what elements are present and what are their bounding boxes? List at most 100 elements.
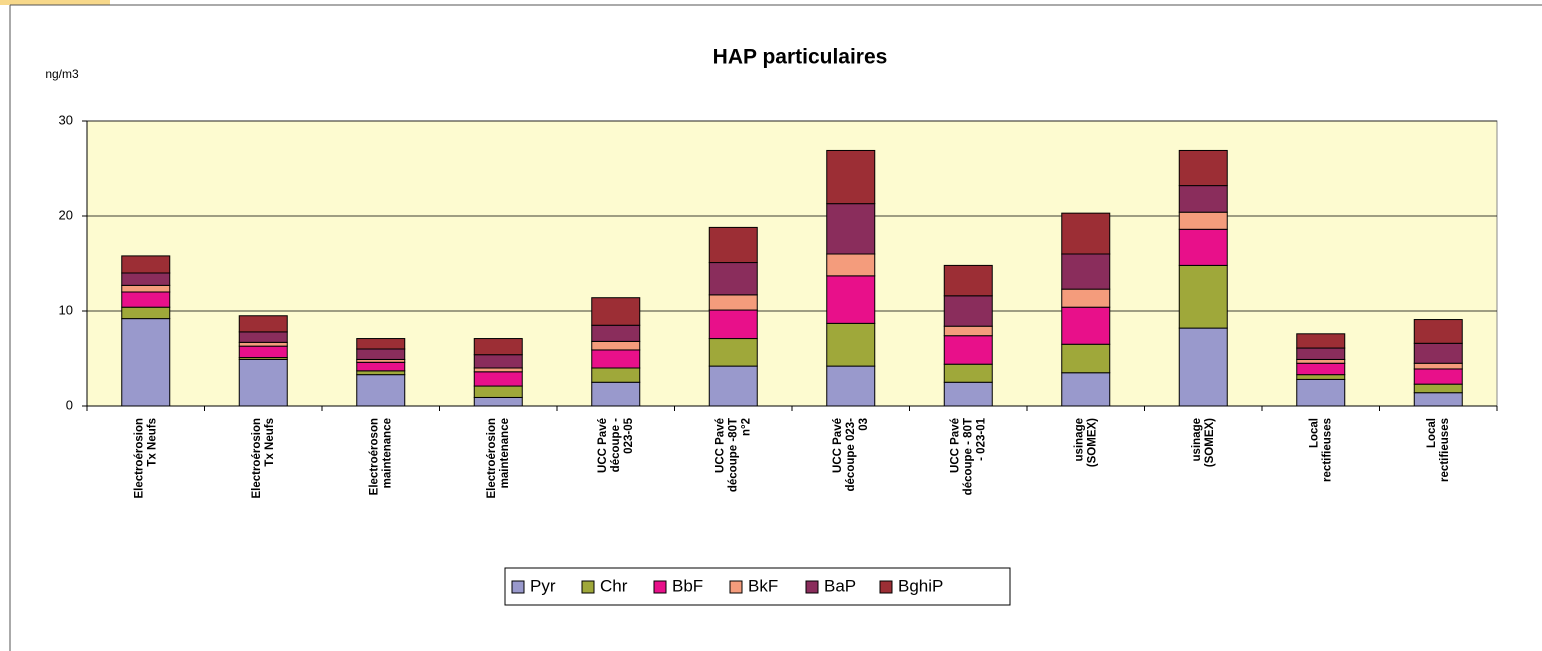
bar-segment [1178,149,1228,187]
x-tick-label: UCC Pavé [832,418,844,473]
x-tick-label: Local [1426,418,1438,448]
bar-segment [708,338,758,367]
bar-segment [591,367,641,383]
bar-segment [473,354,523,369]
y-tick-label: 30 [59,112,73,127]
x-tick-label: 03 [858,418,870,431]
bar-segment [121,272,171,286]
bar-segment [1296,362,1346,376]
bar-segment [473,371,523,387]
bar-segment [1296,358,1346,364]
bar-segment [826,149,876,205]
bar-segment [826,365,876,407]
bar-segment [121,284,171,293]
bar-segment [826,275,876,324]
bar-segment [1178,327,1228,407]
x-tick-label: UCC Pavé [714,418,726,473]
bar-segment [356,348,406,360]
legend-label: BbF [672,576,703,595]
bar-segment [356,338,406,350]
bar-segment [591,324,641,342]
y-tick-label: 10 [59,302,73,317]
bar-segment [238,341,288,347]
y-tick-label: 0 [66,397,73,412]
bar-segment [121,306,171,320]
bar-segment [1296,374,1346,380]
bar-segment [356,374,406,407]
x-tick-label: UCC Pavé [597,418,609,473]
legend-swatch [805,580,819,594]
bar-segment [473,338,523,356]
x-tick-label: 023-05 [623,417,635,453]
bar-segment [943,381,993,407]
bar-segment [473,396,523,407]
bar-segment [943,295,993,327]
x-tick-label: usinage [1191,418,1203,461]
bar-segment [1296,347,1346,360]
bar-segment [826,322,876,367]
x-tick-label: découpe -80T [727,418,739,492]
legend-label: Chr [600,576,628,595]
x-tick-label: maintenance [499,418,511,488]
bar-segment [1296,333,1346,349]
bar-segment [1061,343,1111,374]
x-tick-label: découpe - 80T [962,418,974,495]
x-tick-label: maintenance [381,418,393,488]
legend-swatch [879,580,893,594]
bar-segment [943,363,993,383]
bar-segment [1061,288,1111,308]
bar-segment [708,226,758,264]
bar-segment [708,262,758,296]
x-tick-label: n°2 [740,418,752,436]
bar-segment [121,255,171,274]
x-tick-label: Electroéroson [368,418,380,495]
legend-label: BkF [748,576,778,595]
x-tick-label: découpe 023- [845,418,857,492]
bar-segment [708,294,758,311]
bar-segment [121,318,171,407]
x-tick-label: Electroérosion [251,418,263,499]
bar-segment [943,264,993,297]
legend-label: Pyr [530,576,556,595]
bar-segment [943,325,993,337]
bar-segment [473,385,523,398]
bar-segment [473,367,523,373]
x-tick-label: (SOMEX) [1204,418,1216,467]
bar-segment [238,315,288,333]
bar-segment [1413,319,1463,344]
legend-swatch [729,580,743,594]
legend-swatch [653,580,667,594]
bar-segment [1296,378,1346,407]
bar-segment [1178,185,1228,213]
y-axis-label: ng/m3 [45,67,79,81]
bar-segment [121,291,171,308]
x-tick-label: (SOMEX) [1086,418,1098,467]
legend-swatch [511,580,525,594]
bar-segment [1178,211,1228,230]
x-tick-label: UCC Pavé [949,418,961,473]
bar-segment [591,297,641,326]
bar-segment [708,309,758,340]
x-tick-label: Tx Neufs [146,418,158,467]
y-tick-label: 20 [59,207,73,222]
x-tick-label: découpe - [610,418,622,472]
bar-segment [826,203,876,255]
frame-accent [0,0,110,5]
x-tick-label: Electroérosion [486,418,498,499]
bar-segment [238,358,288,407]
bar-segment [1061,372,1111,407]
bar-segment [943,335,993,365]
bar-segment [1061,212,1111,255]
x-tick-label: rectifieuses [1439,418,1451,482]
x-tick-label: usinage [1073,418,1085,461]
x-tick-label: rectifieuses [1321,418,1333,482]
plot-area [86,120,1498,407]
x-tick-label: Local [1308,418,1320,448]
bar-segment [1413,383,1463,394]
bar-segment [238,331,288,343]
x-tick-label: Tx Neufs [264,418,276,467]
bar-segment [708,365,758,407]
bar-segment [591,349,641,369]
x-tick-label: - 023-01 [975,417,987,460]
